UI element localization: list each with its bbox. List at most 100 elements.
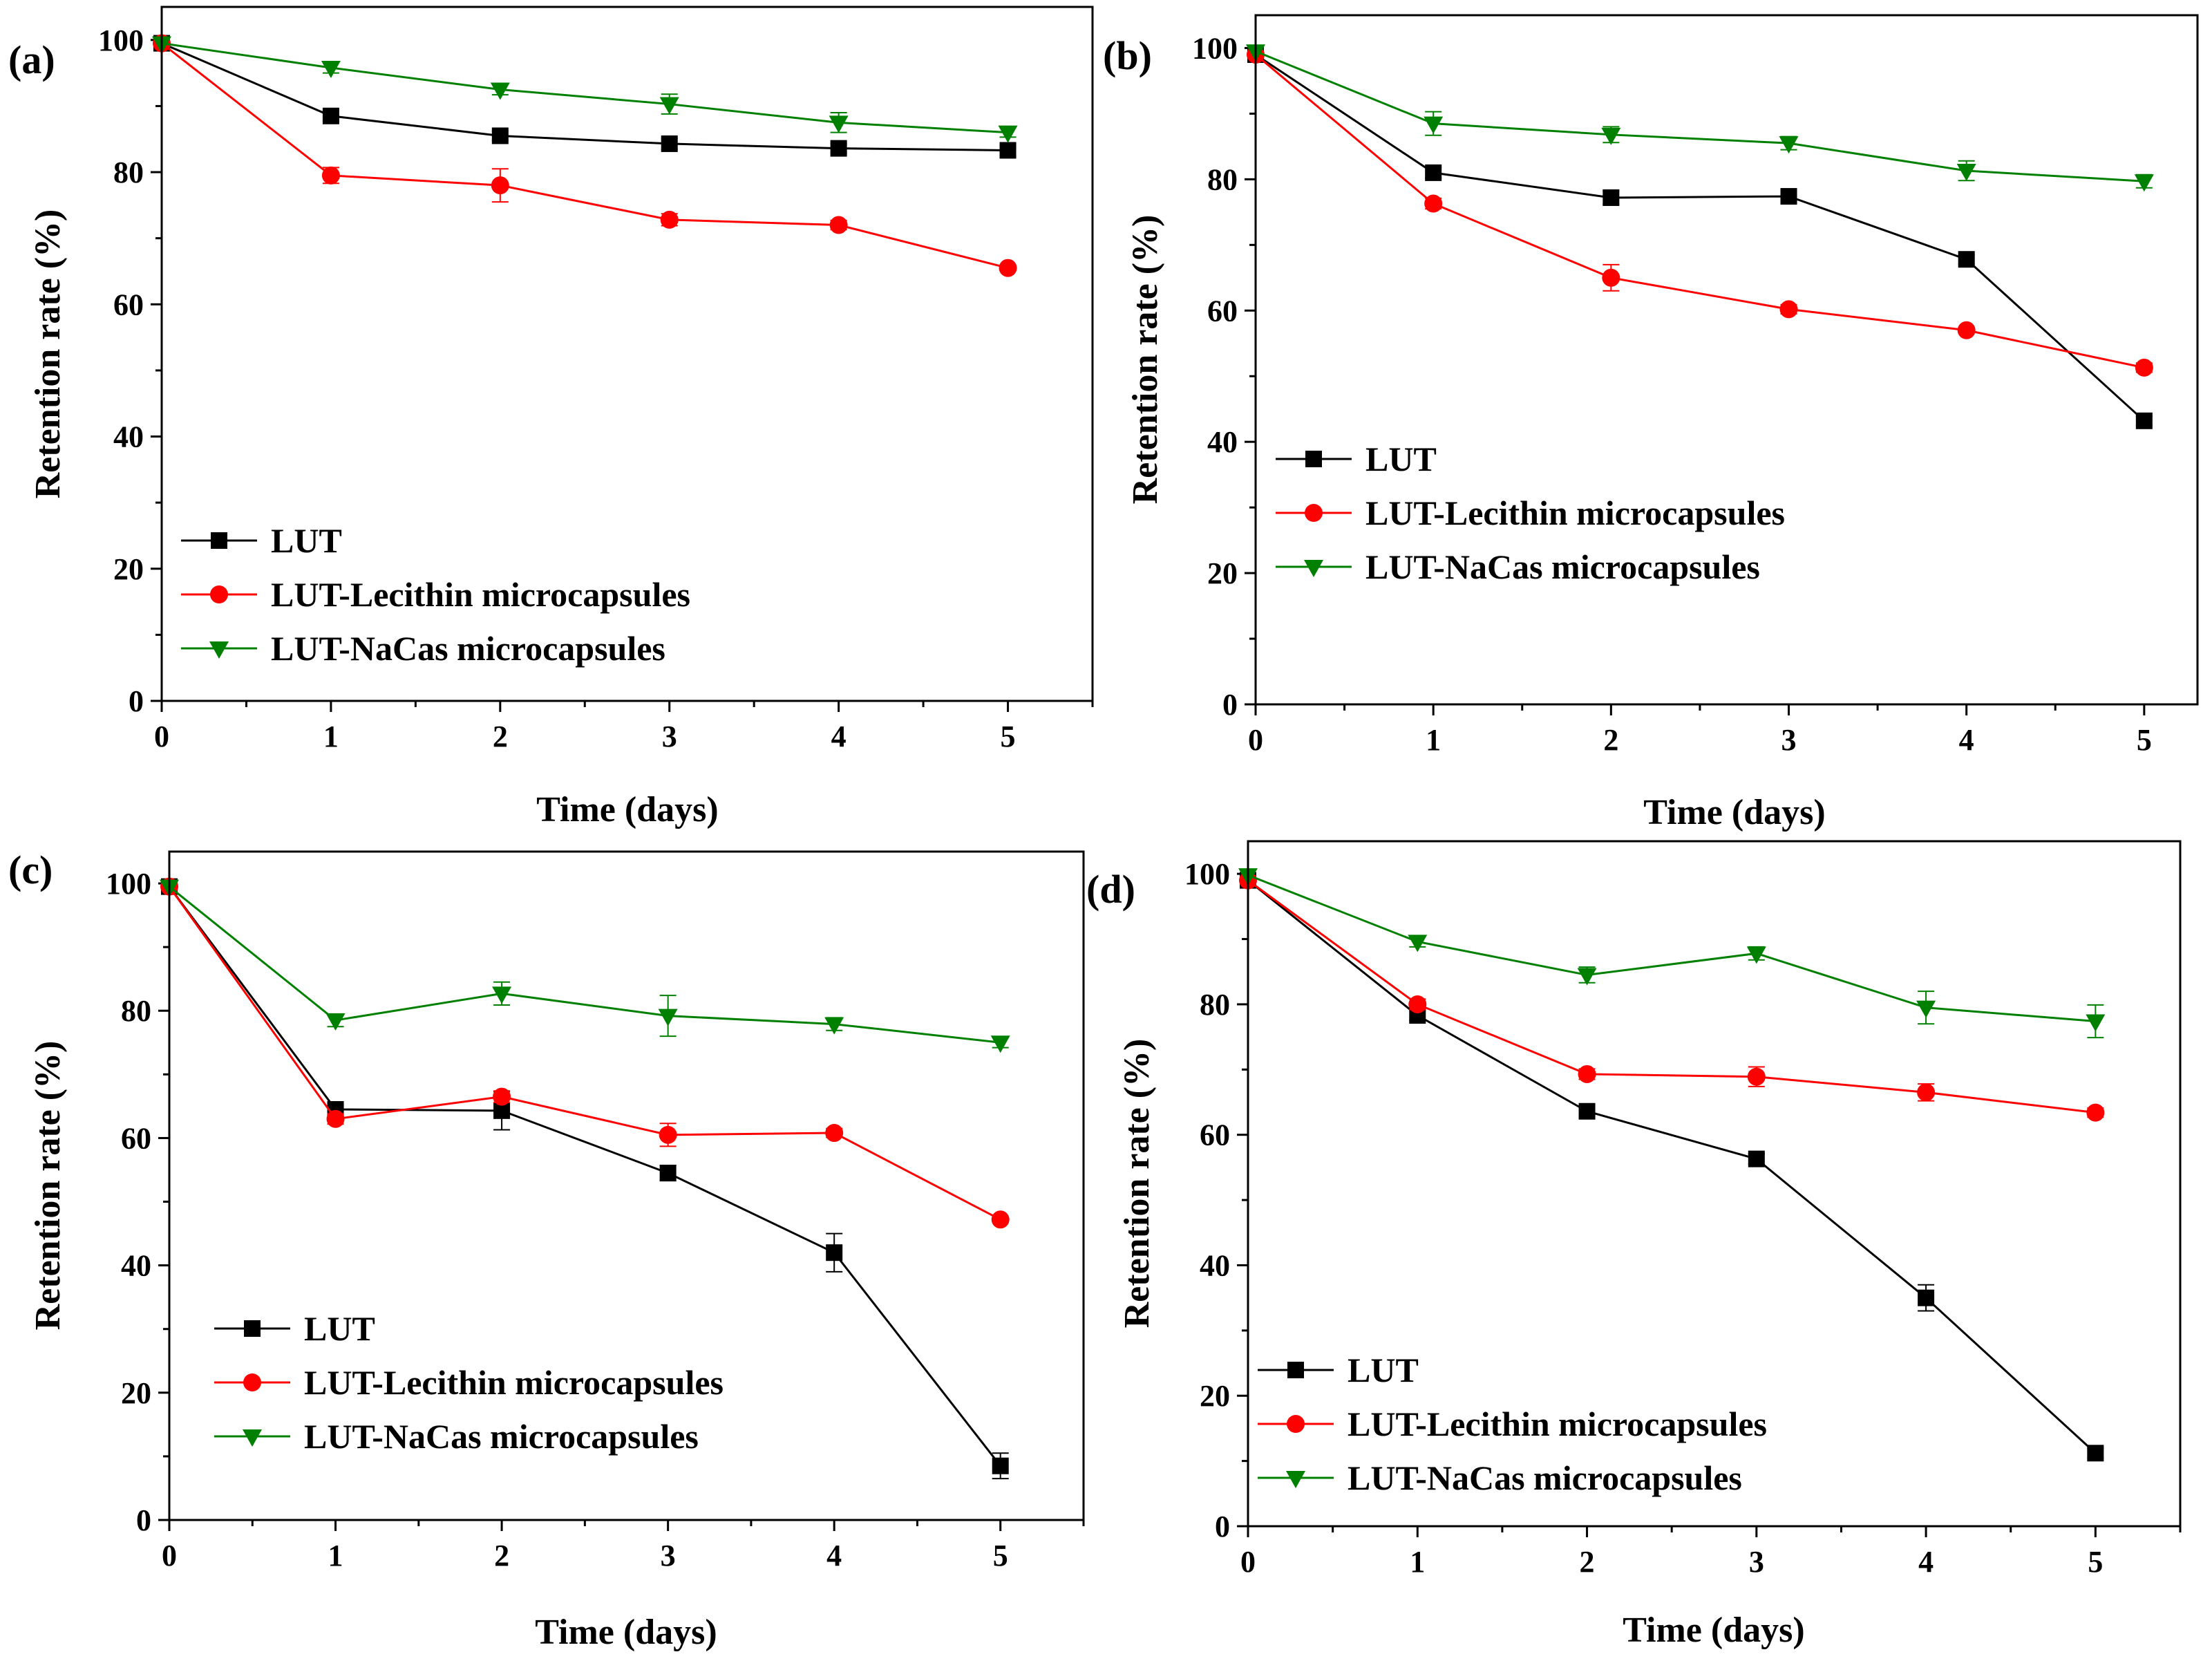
data-point: [659, 1165, 677, 1182]
data-point: [491, 176, 509, 195]
x-tick-label: 3: [1781, 723, 1797, 757]
x-axis-title: Time (days): [1643, 793, 1825, 832]
x-tick-label: 5: [1001, 720, 1016, 753]
x-tick-label: 2: [1580, 1545, 1595, 1579]
x-tick-label: 3: [661, 1539, 676, 1573]
data-point: [659, 97, 679, 115]
chart-panel-c: (c) Time (days) Retention rate (%) 0 1 2 3 4…: [8, 847, 1085, 1652]
legend-marker: [1305, 451, 1322, 467]
x-tick-label: 2: [494, 1539, 509, 1573]
series-line: [161, 42, 1008, 134]
legend-marker: [1304, 560, 1323, 577]
data-point: [1956, 164, 1976, 182]
legend: LUT LUT-Lecithin microcapsules LUT-NaCas m…: [1258, 1351, 1767, 1497]
x-tick-label: 2: [1603, 723, 1618, 757]
series-line: [1255, 53, 2145, 369]
y-tick-label: 100: [106, 867, 151, 901]
data-point: [1408, 995, 1427, 1013]
y-tick-label: 0: [1215, 1510, 1230, 1543]
data-point: [824, 1017, 844, 1035]
series-line: [1247, 879, 2096, 1114]
data-point: [1408, 935, 1428, 953]
x-axis-title: Time (days): [535, 1613, 717, 1652]
y-tick-label: 80: [1200, 988, 1230, 1022]
series-line: [1247, 879, 2097, 1454]
series-line: [161, 42, 1008, 270]
legend-marker: [1286, 1471, 1305, 1488]
data-point: [490, 82, 510, 100]
legend-marker: [1287, 1362, 1304, 1378]
y-axis-title: Retention rate (%): [1126, 215, 1165, 505]
x-tick-label: 4: [831, 720, 847, 753]
data-point: [493, 1087, 511, 1106]
legend-label: LUT-NaCas microcapsules: [304, 1417, 699, 1456]
x-tick-label: 2: [493, 720, 508, 753]
plot-series: [1238, 868, 2106, 1462]
plot-frame: [1254, 14, 2199, 706]
y-tick-label: 40: [1200, 1248, 1230, 1282]
data-point: [990, 1035, 1010, 1053]
legend-marker: [209, 641, 229, 659]
data-point: [1779, 136, 1799, 154]
legend-label: LUT-Lecithin microcapsules: [1365, 494, 1785, 532]
x-tick-label: 0: [1248, 723, 1263, 757]
data-point: [2087, 1445, 2104, 1462]
y-axis-title: Retention rate (%): [28, 1041, 68, 1331]
data-point: [658, 1008, 678, 1026]
data-point: [829, 216, 848, 234]
data-point: [991, 1210, 1010, 1229]
panel-label: (a): [8, 37, 55, 82]
plot-series: [152, 34, 1018, 277]
data-point: [1602, 268, 1620, 287]
data-point: [1577, 968, 1597, 986]
legend-marker: [211, 532, 227, 549]
legend-label: LUT-Lecithin microcapsules: [304, 1363, 724, 1402]
series-line: [1255, 50, 2144, 182]
x-axis-title: Time (days): [1623, 1611, 1804, 1650]
series-line: [1255, 53, 2145, 422]
legend: LUT LUT-Lecithin microcapsules LUT-NaCas m…: [181, 521, 690, 668]
series-line: [169, 885, 1001, 1044]
legend: LUT LUT-Lecithin microcapsules LUT-NaCas m…: [1276, 440, 1785, 586]
y-tick-label: 0: [129, 684, 144, 718]
legend-label: LUT-Lecithin microcapsules: [1348, 1405, 1767, 1443]
axis-ticks: 0 1 2 3 4 5 0 20 40 60 80 100: [1184, 857, 2182, 1579]
y-tick-label: 100: [1184, 857, 1230, 891]
data-point: [2086, 1014, 2106, 1032]
y-tick-label: 100: [1192, 31, 1238, 65]
x-tick-label: 1: [1410, 1545, 1425, 1579]
data-point: [1748, 1150, 1765, 1167]
data-point: [1578, 1064, 1596, 1083]
panel-label: (c): [8, 847, 53, 892]
y-tick-label: 20: [1207, 556, 1238, 590]
data-point: [998, 125, 1018, 143]
legend-marker: [1305, 504, 1323, 522]
y-tick-label: 80: [1207, 162, 1238, 196]
y-tick-label: 100: [98, 24, 144, 57]
legend-marker: [243, 1429, 262, 1447]
y-tick-label: 80: [113, 156, 144, 189]
data-point: [1779, 300, 1798, 319]
data-point: [1747, 1067, 1766, 1086]
data-point: [2134, 174, 2154, 192]
data-point: [1424, 116, 1444, 134]
data-point: [825, 1124, 844, 1143]
legend-label: LUT-NaCas microcapsules: [1365, 547, 1760, 586]
chart-panel-b: (b) Time (days) Retention rate (%) 0 1 2 3 4…: [1103, 14, 2199, 832]
data-point: [1424, 194, 1443, 213]
series-line: [1247, 874, 2096, 1022]
data-point: [1746, 946, 1766, 964]
legend-marker: [210, 585, 228, 603]
chart-panel-d: (d) Time (days) Retention rate (%) 0 1 2 3 4…: [1086, 840, 2182, 1650]
data-point: [2135, 412, 2153, 429]
data-point: [1578, 1102, 1596, 1120]
x-tick-label: 1: [1426, 723, 1441, 757]
x-tick-label: 3: [662, 720, 677, 753]
y-axis-title: Retention rate (%): [1117, 1039, 1157, 1329]
series-line: [161, 42, 1008, 151]
data-point: [999, 259, 1017, 277]
y-tick-label: 20: [121, 1376, 151, 1410]
plot-frame: [160, 6, 1094, 702]
data-point: [325, 1013, 346, 1031]
legend: LUT LUT-Lecithin microcapsules LUT-NaCas m…: [214, 1309, 724, 1456]
